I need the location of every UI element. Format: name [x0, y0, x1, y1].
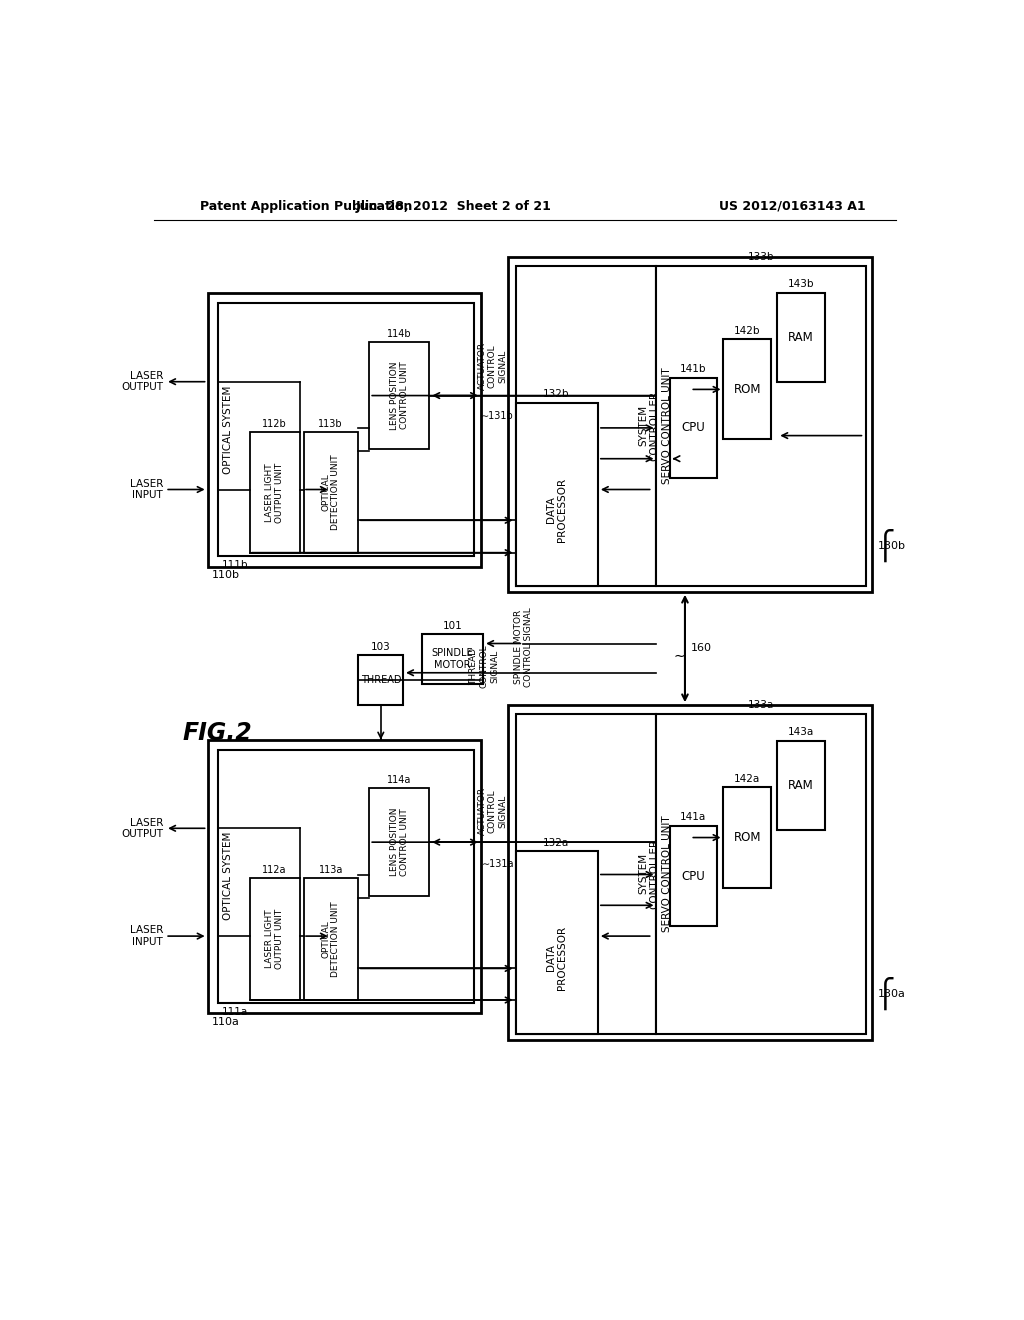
Text: 160: 160 [691, 643, 712, 653]
Text: 132a: 132a [544, 838, 569, 847]
Text: CPU: CPU [682, 870, 706, 883]
Text: LENS POSITION
CONTROL UNIT: LENS POSITION CONTROL UNIT [389, 362, 409, 430]
Text: LASER
OUTPUT: LASER OUTPUT [121, 371, 163, 392]
Bar [217, 750, 474, 1003]
Text: OPTICAL SYSTEM: OPTICAL SYSTEM [223, 385, 233, 474]
Bar [656, 267, 866, 586]
Bar [656, 714, 866, 1034]
Text: 111b: 111b [221, 560, 248, 570]
Text: 112a: 112a [262, 866, 287, 875]
Bar [370, 342, 429, 449]
Text: Patent Application Publication: Patent Application Publication [200, 199, 413, 213]
Bar [777, 293, 825, 381]
Text: SYSTEM
CONTROLLER: SYSTEM CONTROLLER [638, 391, 659, 461]
Text: LASER LIGHT
OUTPUT UNIT: LASER LIGHT OUTPUT UNIT [265, 462, 285, 523]
Text: 143a: 143a [788, 727, 814, 738]
Text: RAM: RAM [788, 330, 814, 343]
Text: OPTICAL
DETECTION UNIT: OPTICAL DETECTION UNIT [322, 455, 340, 531]
Bar [515, 714, 656, 1034]
Text: THREAD
CONTROL
SIGNAL: THREAD CONTROL SIGNAL [469, 644, 499, 689]
Text: 113b: 113b [318, 418, 343, 429]
Text: LASER
INPUT: LASER INPUT [129, 925, 163, 946]
Text: ⎧: ⎧ [874, 977, 895, 1011]
Bar [670, 826, 717, 927]
Bar [208, 293, 481, 566]
Text: 110a: 110a [211, 1016, 240, 1027]
Bar [508, 257, 872, 591]
Text: ∼131b: ∼131b [481, 411, 514, 421]
Text: LASER
INPUT: LASER INPUT [129, 479, 163, 500]
Text: LASER LIGHT
OUTPUT UNIT: LASER LIGHT OUTPUT UNIT [265, 909, 285, 969]
Text: LENS POSITION
CONTROL UNIT: LENS POSITION CONTROL UNIT [389, 808, 409, 876]
Text: ROM: ROM [733, 832, 761, 843]
Text: 130a: 130a [879, 989, 906, 999]
Bar [515, 404, 598, 586]
Bar [777, 742, 825, 830]
Bar [508, 705, 872, 1040]
Text: ⎧: ⎧ [874, 529, 895, 562]
Bar [670, 378, 717, 478]
Text: 110b: 110b [211, 570, 240, 581]
Text: THREAD: THREAD [360, 675, 401, 685]
Text: CPU: CPU [682, 421, 706, 434]
Bar [250, 878, 300, 1001]
Text: OPTICAL
DETECTION UNIT: OPTICAL DETECTION UNIT [322, 902, 340, 977]
Text: 141b: 141b [680, 364, 707, 374]
Text: 142a: 142a [734, 774, 761, 784]
Bar [217, 304, 474, 557]
Bar [515, 851, 598, 1034]
Bar [515, 267, 656, 586]
Bar [304, 432, 357, 553]
Text: ACTUATOR
CONTROL
SIGNAL: ACTUATOR CONTROL SIGNAL [477, 342, 507, 391]
Text: Jun. 28, 2012  Sheet 2 of 21: Jun. 28, 2012 Sheet 2 of 21 [356, 199, 552, 213]
Text: DATA
PROCESSOR: DATA PROCESSOR [546, 925, 567, 990]
Text: OPTICAL SYSTEM: OPTICAL SYSTEM [223, 832, 233, 920]
Text: 133a: 133a [749, 701, 774, 710]
Bar [250, 432, 300, 553]
Text: 111a: 111a [221, 1007, 248, 1016]
Bar [724, 788, 771, 887]
Text: 132b: 132b [543, 389, 569, 400]
Bar [370, 788, 429, 896]
Text: 133b: 133b [748, 252, 774, 263]
Text: ROM: ROM [733, 383, 761, 396]
Text: ∼: ∼ [674, 649, 685, 663]
Bar [358, 655, 403, 705]
Text: ∼131a: ∼131a [481, 859, 514, 869]
Text: FIG.2: FIG.2 [183, 721, 253, 744]
Text: 103: 103 [371, 642, 391, 652]
Text: 113a: 113a [318, 866, 343, 875]
Text: DATA
PROCESSOR: DATA PROCESSOR [546, 478, 567, 541]
Text: 112b: 112b [262, 418, 287, 429]
Text: US 2012/0163143 A1: US 2012/0163143 A1 [720, 199, 866, 213]
Bar [422, 635, 483, 684]
Bar [304, 878, 357, 1001]
Text: RAM: RAM [788, 779, 814, 792]
Text: 114a: 114a [387, 775, 412, 785]
Text: 143b: 143b [788, 280, 814, 289]
Text: ACTUATOR
CONTROL
SIGNAL: ACTUATOR CONTROL SIGNAL [477, 787, 507, 836]
Text: 142b: 142b [734, 326, 761, 335]
Text: 130b: 130b [879, 541, 906, 550]
Text: SERVO CONTROL UNIT: SERVO CONTROL UNIT [663, 367, 672, 484]
Text: SERVO CONTROL UNIT: SERVO CONTROL UNIT [663, 816, 672, 932]
Text: 114b: 114b [387, 329, 412, 339]
Text: 101: 101 [442, 622, 462, 631]
Text: SPINDLE MOTOR
CONTROL SIGNAL: SPINDLE MOTOR CONTROL SIGNAL [514, 607, 532, 688]
Text: 141a: 141a [680, 812, 707, 822]
Bar [724, 339, 771, 440]
Text: SYSTEM
CONTROLLER: SYSTEM CONTROLLER [638, 838, 659, 908]
Bar [208, 739, 481, 1014]
Text: SPINDLE
MOTOR: SPINDLE MOTOR [431, 648, 473, 669]
Text: LASER
OUTPUT: LASER OUTPUT [121, 817, 163, 840]
